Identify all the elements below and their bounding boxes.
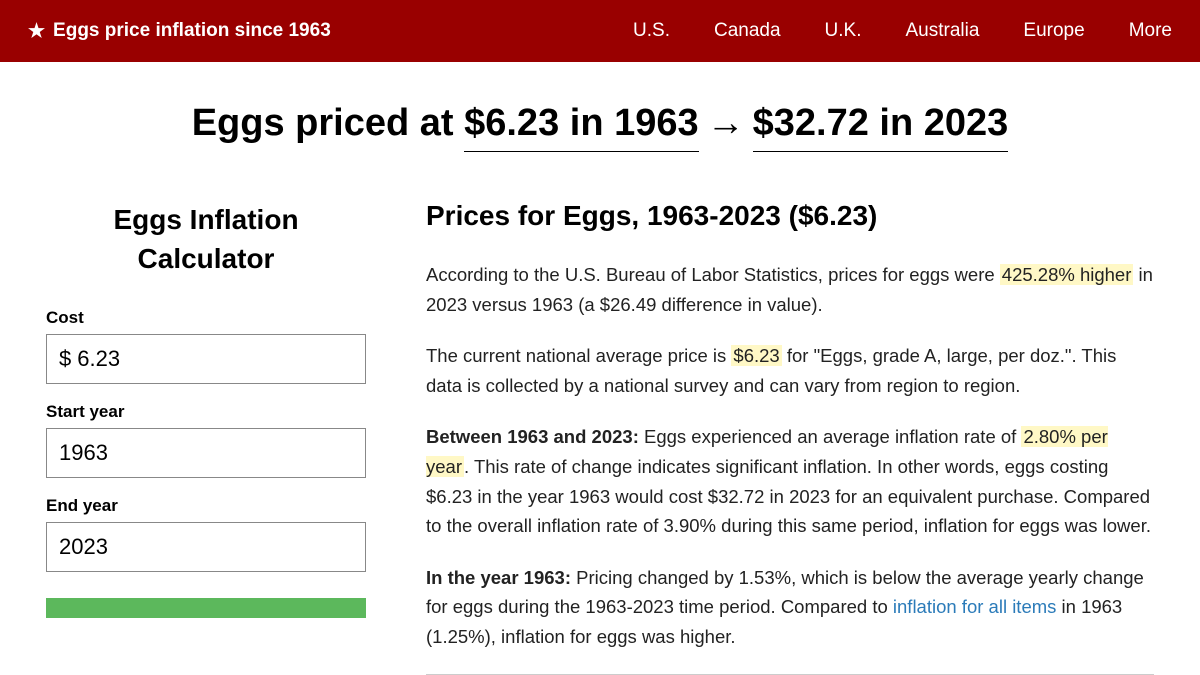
page-title: Eggs priced at $6.23 in 1963→$32.72 in 2… (0, 102, 1200, 152)
end-year-label: End year (46, 496, 366, 516)
paragraph-1: According to the U.S. Bureau of Labor St… (426, 260, 1154, 319)
start-year-value: 1963 (59, 440, 108, 466)
cost-value: 6.23 (77, 346, 120, 372)
arrow-icon: → (707, 102, 745, 144)
start-year-input[interactable]: 1963 (46, 428, 366, 478)
title-to: $32.72 in 2023 (753, 102, 1009, 152)
nav-uk[interactable]: U.K. (825, 20, 862, 42)
calculator-sidebar: Eggs Inflation Calculator Cost $ 6.23 St… (46, 200, 366, 675)
calculator-title: Eggs Inflation Calculator (46, 200, 366, 278)
nav-canada[interactable]: Canada (714, 20, 781, 42)
cost-input[interactable]: $ 6.23 (46, 334, 366, 384)
start-year-label: Start year (46, 402, 366, 422)
article-title: Prices for Eggs, 1963-2023 ($6.23) (426, 200, 1154, 232)
content: Eggs Inflation Calculator Cost $ 6.23 St… (0, 200, 1200, 675)
nav-australia[interactable]: Australia (906, 20, 980, 42)
site-header: ★ Eggs price inflation since 1963 U.S. C… (0, 0, 1200, 62)
nav-more[interactable]: More (1129, 20, 1172, 42)
nav-us[interactable]: U.S. (633, 20, 670, 42)
calculate-button[interactable] (46, 598, 366, 618)
paragraph-2: The current national average price is $6… (426, 341, 1154, 400)
cost-prefix: $ (59, 346, 71, 372)
end-year-value: 2023 (59, 534, 108, 560)
article-body: Prices for Eggs, 1963-2023 ($6.23) Accor… (426, 200, 1154, 675)
highlight-price: $6.23 (731, 345, 781, 366)
star-icon: ★ (28, 20, 45, 43)
header-title: Eggs price inflation since 1963 (53, 20, 331, 42)
header-nav: U.S. Canada U.K. Australia Europe More (633, 20, 1172, 42)
title-prefix: Eggs priced at (192, 102, 464, 144)
paragraph-4: In the year 1963: Pricing changed by 1.5… (426, 563, 1154, 652)
inflation-all-items-link[interactable]: inflation for all items (893, 596, 1056, 617)
title-from: $6.23 in 1963 (464, 102, 699, 152)
p4-bold: In the year 1963: (426, 567, 571, 588)
nav-europe[interactable]: Europe (1023, 20, 1084, 42)
header-title-group: ★ Eggs price inflation since 1963 (28, 20, 331, 43)
highlight-percent-higher: 425.28% higher (1000, 264, 1134, 285)
p3-bold: Between 1963 and 2023: (426, 426, 639, 447)
end-year-input[interactable]: 2023 (46, 522, 366, 572)
cost-label: Cost (46, 308, 366, 328)
divider (426, 674, 1154, 675)
paragraph-3: Between 1963 and 2023: Eggs experienced … (426, 422, 1154, 540)
